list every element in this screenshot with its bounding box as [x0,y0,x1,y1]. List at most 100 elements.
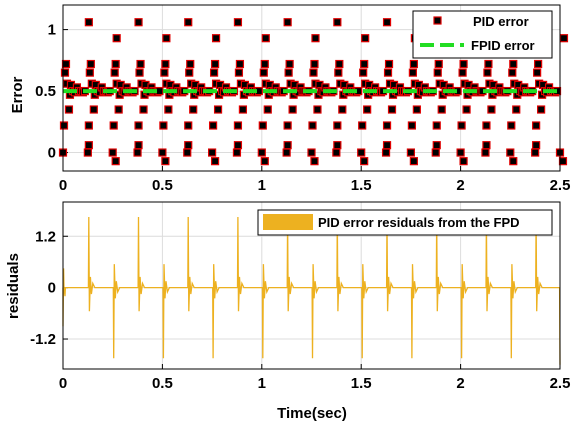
pid-error-point-33 [109,121,118,130]
pid-error-point-237 [407,121,416,130]
pid-error-point-235 [382,141,392,150]
pid-error-point-150 [261,34,270,43]
pid-error-point-49 [133,148,142,157]
top-tick-label-y-0: 0 [48,145,56,162]
pid-error-point-258 [437,105,446,114]
pid-error-point-271 [457,121,466,130]
pid-error-point-69 [161,59,170,69]
legend-pid-label: PID error [473,14,529,29]
bottom-tick-label-x-2: 1 [258,375,266,392]
pid-error-point-304 [506,148,515,157]
pid-error-point-115 [210,157,220,166]
pid-error-point-166 [283,18,292,27]
pid-error-point-173 [313,105,322,114]
pid-error-point-153 [284,68,293,77]
pid-error-point-116 [211,34,221,43]
pid-error-point-322 [532,121,541,130]
legend-residuals-swatch [263,214,313,230]
legend-pid-marker [433,16,442,25]
pid-error-point-275 [462,105,471,114]
pid-error-point-139 [263,105,272,114]
bottom-tick-label-y-1: 0 [48,280,56,297]
pid-error-point-236 [406,148,415,157]
pid-error-point-238 [408,68,417,77]
pid-error-point-292 [487,105,496,114]
pid-error-point-32 [108,148,117,157]
pid-error-point-105 [213,105,223,114]
pid-error-point-305 [507,121,516,130]
pid-error-point-253 [431,148,440,157]
bottom-tick-label-x-3: 1.5 [351,375,372,392]
legend-fpid-label: FPID error [471,38,535,53]
pid-error-point-169 [308,121,317,130]
pid-error-point-319 [509,157,518,166]
bottom-tick-label-x-5: 2.5 [550,375,571,392]
top-tick-label-x-0: 0 [59,177,67,194]
pid-error-point-217 [360,157,369,166]
pid-error-point-66 [158,148,167,157]
pid-error-point-321 [531,148,540,157]
top-y-axis-label: Error [9,77,26,114]
pid-error-point-156 [288,105,297,114]
pid-error-point-203 [358,121,367,130]
error-plot: 0 0.5 1 1.5 2 2.5 0 0.5 1 PID error FPID error [35,4,570,194]
pid-error-point-51 [135,68,144,77]
bottom-tick-label-x-0: 0 [59,375,67,392]
pid-error-point-134 [257,148,266,157]
pid-error-point-88 [189,105,198,114]
bottom-legend: PID error residuals from the FPD [257,209,553,236]
pid-error-point-17 [85,68,94,77]
pid-error-point-83 [183,148,192,157]
pid-error-point-219 [381,148,391,157]
bottom-axes-frame [62,201,561,370]
top-tick-label-y-1: 0.5 [35,83,56,100]
pid-error-point-20 [89,105,98,114]
pid-error-point-18 [86,59,95,69]
pid-error-point-201 [333,141,342,150]
pid-error-point-86 [186,59,195,69]
pid-error-point-68 [160,68,169,77]
pid-error-point-270 [456,148,465,157]
pid-error-point-288 [482,121,491,130]
pid-error-point-168 [307,148,316,157]
pid-error-point-204 [359,68,368,77]
pid-error-point-37 [114,105,123,114]
pid-error-point-185 [332,148,341,157]
pid-error-point-122 [238,105,248,114]
legend-residuals-label: PID error residuals from the FPD [318,215,520,230]
pid-error-point-52 [136,59,145,69]
pid-error-point-1 [59,121,69,130]
pid-error-point-207 [363,105,372,114]
pid-error-point-2 [60,68,70,77]
pid-error-point-339 [558,157,568,166]
pid-error-point-120 [235,59,245,69]
pid-error-point-3 [61,59,71,69]
pid-error-point-324 [534,59,543,69]
pid-error-point-101 [208,121,218,130]
top-axes-frame [62,4,561,172]
pid-error-point-5 [64,105,74,114]
pid-error-point-85 [185,68,194,77]
pid-error-point-224 [387,105,397,114]
pid-error-point-65 [134,141,143,150]
pid-error-point-205 [360,59,369,69]
pid-error-point-218 [361,34,370,43]
bottom-y-axis-label: residuals [5,253,22,319]
pid-error-point-151 [282,148,291,157]
pid-error-point-220 [382,121,392,130]
top-tick-label-x-2: 1 [258,177,266,194]
pid-error-point-234 [382,18,392,27]
pid-error-point-98 [184,18,193,27]
pid-error-point-269 [432,141,441,150]
x-axis-label: Time(sec) [277,405,347,422]
pid-error-point-31 [84,141,93,150]
pid-error-point-35 [111,59,120,69]
pid-error-point-136 [259,68,268,77]
pid-error-point-48 [112,34,121,43]
pid-error-point-221 [383,68,393,77]
pid-error-point-30 [84,18,93,27]
bottom-tick-label-y-0: 1.2 [35,228,56,245]
top-tick-label-x-1: 0.5 [152,177,173,194]
pid-error-point-200 [333,18,342,27]
pid-error-point-67 [159,121,168,130]
